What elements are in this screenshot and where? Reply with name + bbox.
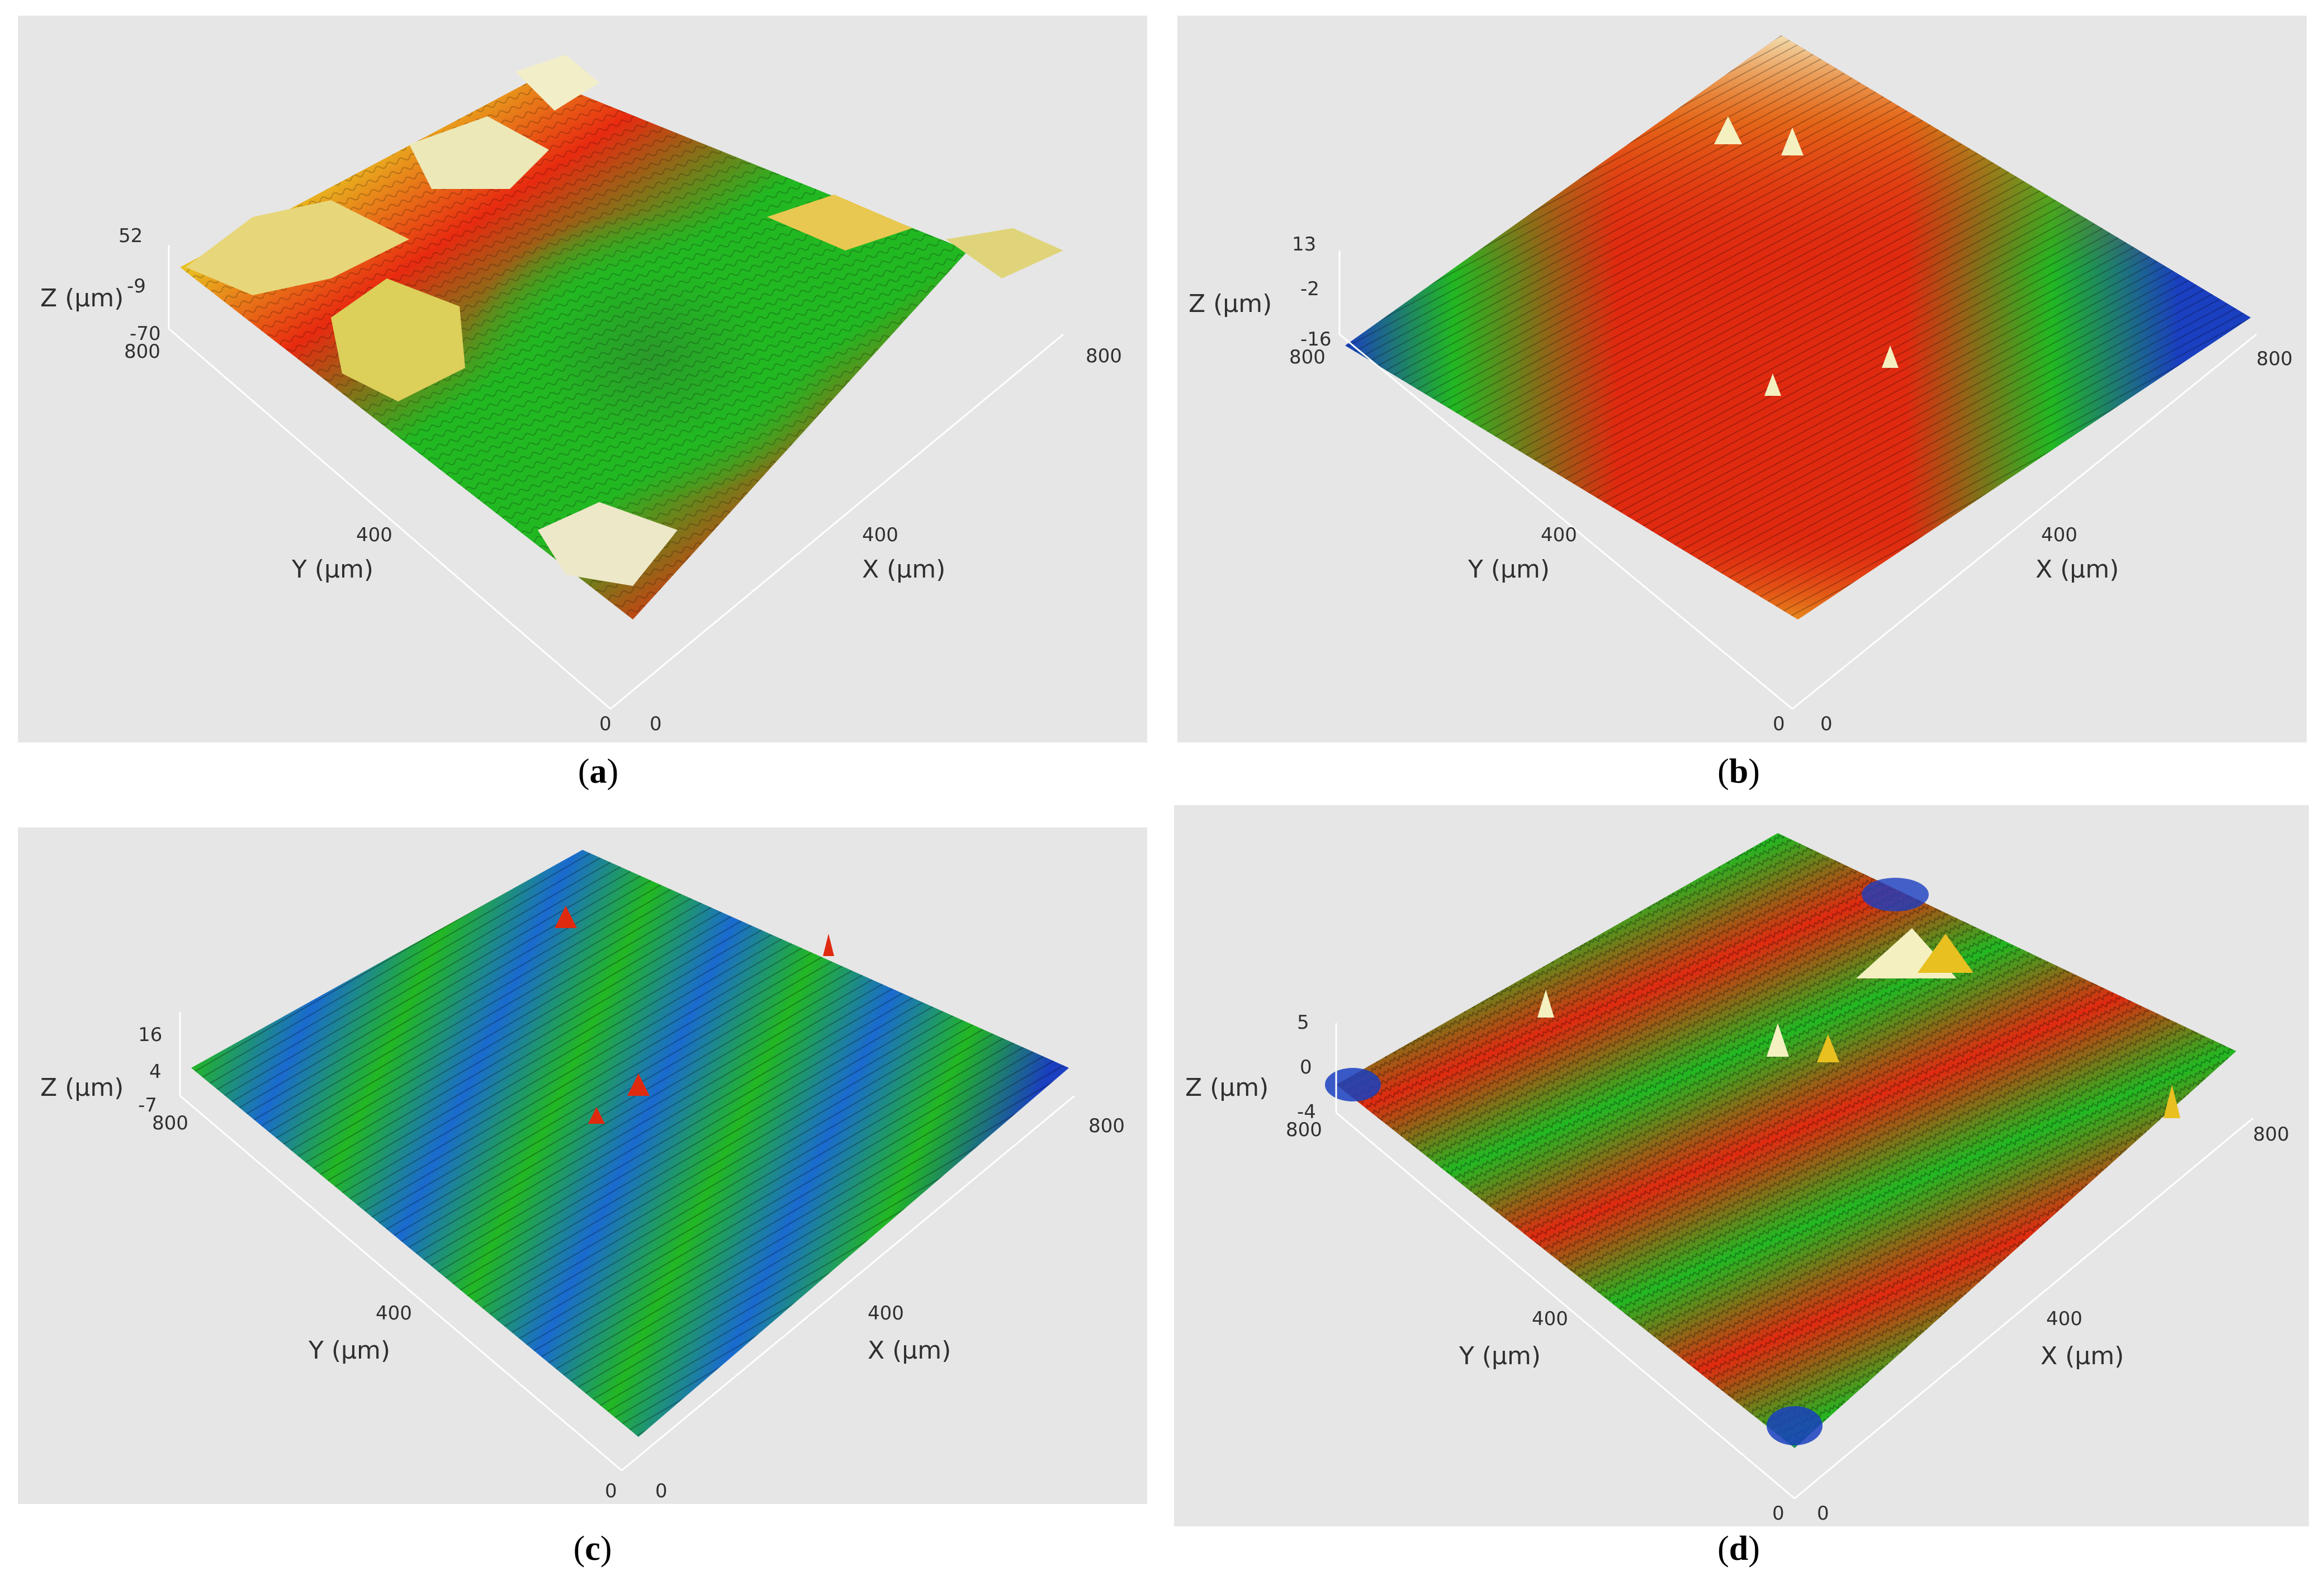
caption-c: (c) — [573, 1530, 612, 1568]
z-tick-b-0: 13 — [1292, 233, 1316, 256]
surface-panel-c: Z (µm) 16 4 -7 800 400 Y (µm) 0 0 400 X … — [18, 827, 1147, 1504]
peaks-d — [1537, 928, 2180, 1118]
z-axis-label-d: Z (µm) — [1185, 1073, 1269, 1102]
surface-plot-b: Z (µm) 13 -2 -16 800 400 Y (µm) 0 0 400 … — [1189, 35, 2293, 735]
x-tick-a-800: 800 — [1086, 345, 1122, 367]
z-tick-b-1: -2 — [1300, 278, 1319, 300]
y-tick-a-800: 800 — [124, 340, 160, 363]
y-tick-c-400: 400 — [376, 1302, 412, 1325]
y-tick-a-0: 0 — [599, 713, 612, 735]
caption-b: (b) — [1717, 753, 1760, 791]
x-axis-label-a: X (µm) — [862, 555, 945, 584]
peaks-c — [555, 906, 834, 1124]
x-tick-a-400: 400 — [862, 524, 898, 546]
plateau-a3 — [409, 116, 549, 189]
x-tick-c-800: 800 — [1088, 1115, 1125, 1137]
caption-a: (a) — [578, 753, 619, 791]
z-tick-c-1: 4 — [149, 1061, 162, 1083]
x-tick-d-0: 0 — [1817, 1502, 1829, 1525]
y-tick-c-0: 0 — [605, 1480, 617, 1502]
axis-lines-a — [168, 245, 1064, 710]
plateau-a4 — [515, 55, 599, 111]
y-axis-label-d: Y (µm) — [1459, 1342, 1541, 1370]
y-tick-d-0: 0 — [1772, 1502, 1785, 1525]
y-tick-b-0: 0 — [1773, 713, 1785, 735]
x-axis-label-b: X (µm) — [2036, 555, 2119, 584]
surface-plot-a: Z (µm) 52 -9 -70 800 400 Y (µm) 0 0 400 … — [40, 55, 1122, 735]
z-tick-c-2: -7 — [138, 1094, 157, 1117]
y-tick-d-800: 800 — [1286, 1119, 1322, 1141]
z-axis-label-a: Z (µm) — [40, 284, 124, 313]
y-tick-b-400: 400 — [1541, 524, 1577, 546]
x-tick-c-400: 400 — [868, 1302, 904, 1325]
surface-panel-a: Z (µm) 52 -9 -70 800 400 Y (µm) 0 0 400 … — [18, 16, 1147, 742]
caption-d: (d) — [1717, 1530, 1760, 1568]
surface-plot-c: Z (µm) 16 4 -7 800 400 Y (µm) 0 0 400 X … — [40, 850, 1125, 1502]
x-tick-a-0: 0 — [650, 713, 662, 735]
y-tick-d-400: 400 — [1532, 1308, 1568, 1330]
x-tick-b-800: 800 — [2256, 348, 2293, 370]
x-axis-label-c: X (µm) — [868, 1336, 951, 1365]
plateau-a5 — [538, 502, 678, 586]
surface-panel-d: Z (µm) 5 0 -4 800 400 Y (µm) 0 0 400 X (… — [1174, 805, 2309, 1526]
plateau-a1 — [186, 200, 409, 295]
z-tick-c-0: 16 — [138, 1024, 162, 1046]
z-tick-a-0: 52 — [119, 225, 143, 247]
y-axis-label-b: Y (µm) — [1468, 555, 1550, 584]
z-tick-d-1: 0 — [1300, 1056, 1312, 1079]
z-axis-label-b: Z (µm) — [1189, 290, 1272, 318]
plateau-a7 — [767, 195, 912, 250]
axis-lines-d — [1335, 1023, 2254, 1500]
x-tick-b-400: 400 — [2041, 524, 2077, 546]
surface-panel-b: Z (µm) 13 -2 -16 800 400 Y (µm) 0 0 400 … — [1177, 16, 2307, 742]
y-tick-c-800: 800 — [152, 1112, 188, 1134]
axis-lines-b — [1338, 250, 2257, 710]
z-tick-b-2: -16 — [1300, 328, 1332, 351]
y-tick-b-800: 800 — [1289, 346, 1326, 368]
z-tick-d-0: 5 — [1297, 1011, 1309, 1034]
x-tick-b-0: 0 — [1820, 713, 1833, 735]
peaks-b — [1714, 116, 1899, 396]
z-tick-a-1: -9 — [127, 275, 146, 297]
axis-lines-c — [179, 1012, 1075, 1472]
z-tick-a-2: -70 — [130, 323, 161, 345]
y-axis-label-a: Y (µm) — [291, 555, 373, 584]
surface-plot-d: Z (µm) 5 0 -4 800 400 Y (µm) 0 0 400 X (… — [1185, 833, 2289, 1525]
x-axis-label-d: X (µm) — [2041, 1342, 2124, 1370]
z-tick-d-2: -4 — [1297, 1101, 1316, 1123]
x-tick-c-0: 0 — [655, 1480, 668, 1502]
y-tick-a-400: 400 — [356, 524, 392, 546]
z-axis-label-c: Z (µm) — [40, 1073, 124, 1102]
x-tick-d-800: 800 — [2253, 1123, 2289, 1146]
x-tick-d-400: 400 — [2046, 1308, 2082, 1330]
y-axis-label-c: Y (µm) — [308, 1336, 390, 1365]
plateau-a6 — [946, 228, 1063, 278]
plateau-a2 — [331, 278, 465, 401]
